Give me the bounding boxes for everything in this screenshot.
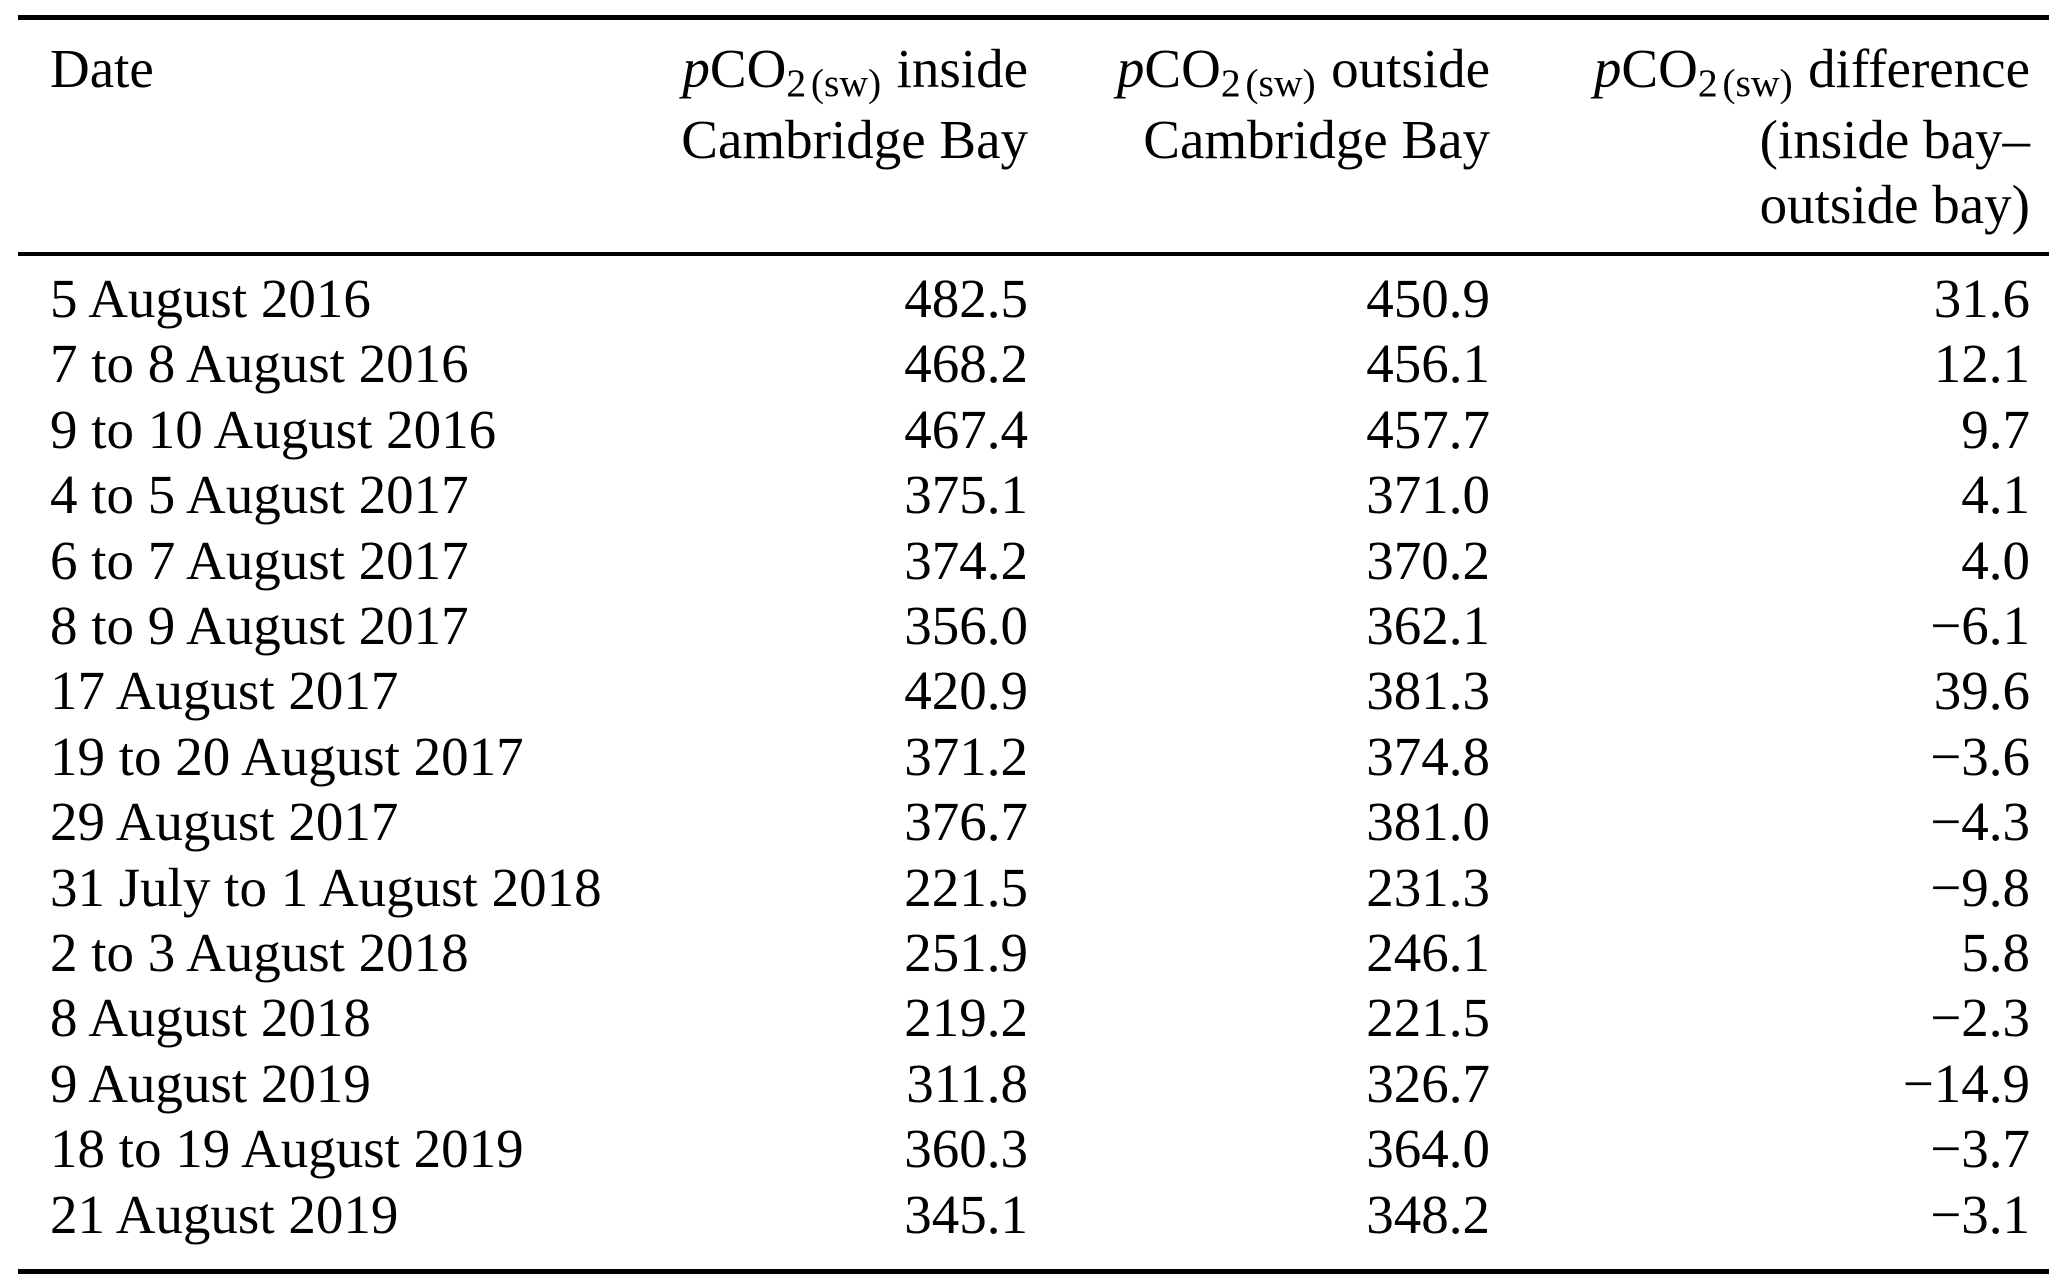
cell-outside: 362.1 — [1366, 595, 1490, 657]
cell-inside: 356.0 — [904, 595, 1028, 657]
cell-outside: 370.2 — [1366, 529, 1490, 591]
cell-difference: 9.7 — [1961, 398, 2030, 460]
cell-date: 31 July to 1 August 2018 — [50, 856, 602, 918]
outside-header-line1: pCO2 (sw) outside — [1116, 38, 1490, 105]
cell-difference: −6.1 — [1930, 595, 2030, 657]
cell-inside: 376.7 — [904, 791, 1028, 853]
cell-outside: 326.7 — [1366, 1052, 1490, 1114]
cell-date: 7 to 8 August 2016 — [50, 333, 469, 395]
cell-date: 2 to 3 August 2018 — [50, 922, 469, 984]
cell-inside: 345.1 — [904, 1183, 1028, 1245]
cell-difference: −3.1 — [1930, 1183, 2030, 1245]
cell-inside: 251.9 — [904, 922, 1028, 984]
cell-outside: 456.1 — [1366, 333, 1490, 395]
cell-difference: −2.3 — [1930, 987, 2030, 1049]
cell-difference: −3.7 — [1930, 1118, 2030, 1180]
col-header-inside: pCO2 (sw) inside Cambridge Bay — [640, 17, 1028, 256]
inside-header-line1: pCO2 (sw) inside — [682, 38, 1028, 105]
table-row: 9 August 2019 311.8 326.7 −14.9 — [18, 1051, 2049, 1116]
cell-date: 8 August 2018 — [50, 987, 371, 1049]
table-row: 31 July to 1 August 2018 221.5 231.3 −9.… — [18, 855, 2049, 920]
col-header-difference: pCO2 (sw) difference (inside bay– outside … — [1490, 17, 2049, 256]
cell-outside: 246.1 — [1366, 922, 1490, 984]
table-row: 29 August 2017 376.7 381.0 −4.3 — [18, 789, 2049, 854]
cell-difference: 4.1 — [1961, 464, 2030, 526]
date-header-label: Date — [50, 38, 154, 99]
table-row: 7 to 8 August 2016 468.2 456.1 12.1 — [18, 331, 2049, 396]
table-row: 8 August 2018 219.2 221.5 −2.3 — [18, 985, 2049, 1050]
table-row: 9 to 10 August 2016 467.4 457.7 9.7 — [18, 397, 2049, 462]
cell-outside: 364.0 — [1366, 1118, 1490, 1180]
cell-date: 17 August 2017 — [50, 660, 399, 722]
outside-header-line2: Cambridge Bay — [1143, 109, 1490, 170]
cell-outside: 374.8 — [1366, 725, 1490, 787]
cell-inside: 360.3 — [904, 1118, 1028, 1180]
cell-difference: 4.0 — [1961, 529, 2030, 591]
cell-difference: −9.8 — [1930, 856, 2030, 918]
col-header-date: Date — [18, 17, 640, 256]
cell-date: 18 to 19 August 2019 — [50, 1118, 524, 1180]
cell-outside: 348.2 — [1366, 1183, 1490, 1245]
table-row: 5 August 2016 482.5 450.9 31.6 — [18, 254, 2049, 331]
cell-date: 29 August 2017 — [50, 791, 399, 853]
table-row: 19 to 20 August 2017 371.2 374.8 −3.6 — [18, 724, 2049, 789]
cell-difference: 5.8 — [1961, 922, 2030, 984]
cell-inside: 482.5 — [904, 268, 1028, 329]
difference-header-line1: pCO2 (sw) difference — [1593, 38, 2030, 105]
cell-outside: 381.0 — [1366, 791, 1490, 853]
cell-outside: 371.0 — [1366, 464, 1490, 526]
table-row: 6 to 7 August 2017 374.2 370.2 4.0 — [18, 528, 2049, 593]
cell-difference: −4.3 — [1930, 791, 2030, 853]
table-row: 21 August 2019 345.1 348.2 −3.1 — [18, 1182, 2049, 1272]
table-row: 18 to 19 August 2019 360.3 364.0 −3.7 — [18, 1116, 2049, 1181]
cell-inside: 371.2 — [904, 725, 1028, 787]
cell-date: 9 August 2019 — [50, 1052, 371, 1114]
header-row: Date pCO2 (sw) inside Cambridge Bay pCO2 (s… — [18, 17, 2049, 256]
cell-difference: −3.6 — [1930, 725, 2030, 787]
table-row: 17 August 2017 420.9 381.3 39.6 — [18, 658, 2049, 723]
cell-inside: 374.2 — [904, 529, 1028, 591]
cell-difference: 12.1 — [1933, 333, 2030, 395]
cell-difference: 39.6 — [1933, 660, 2030, 722]
cell-outside: 457.7 — [1366, 398, 1490, 460]
cell-outside: 231.3 — [1366, 856, 1490, 918]
cell-date: 8 to 9 August 2017 — [50, 595, 469, 657]
table-row: 2 to 3 August 2018 251.9 246.1 5.8 — [18, 920, 2049, 985]
cell-date: 4 to 5 August 2017 — [50, 464, 469, 526]
cell-inside: 375.1 — [904, 464, 1028, 526]
table-row: 4 to 5 August 2017 375.1 371.0 4.1 — [18, 462, 2049, 527]
cell-inside: 219.2 — [904, 987, 1028, 1049]
cell-inside: 311.8 — [906, 1052, 1028, 1114]
cell-difference: −14.9 — [1902, 1052, 2030, 1114]
cell-inside: 468.2 — [904, 333, 1028, 395]
cell-date: 6 to 7 August 2017 — [50, 529, 469, 591]
cell-date: 9 to 10 August 2016 — [50, 398, 497, 460]
cell-date: 21 August 2019 — [50, 1183, 399, 1245]
difference-header-line3: outside bay) — [1759, 174, 2030, 235]
col-header-outside: pCO2 (sw) outside Cambridge Bay — [1028, 17, 1490, 256]
cell-inside: 420.9 — [904, 660, 1028, 722]
cell-outside: 450.9 — [1366, 268, 1490, 329]
cell-inside: 221.5 — [904, 856, 1028, 918]
difference-header-line2: (inside bay– — [1759, 109, 2030, 170]
pco2-comparison-table: Date pCO2 (sw) inside Cambridge Bay pCO2 (s… — [18, 15, 2049, 1275]
cell-outside: 221.5 — [1366, 987, 1490, 1049]
cell-date: 19 to 20 August 2017 — [50, 725, 524, 787]
cell-outside: 381.3 — [1366, 660, 1490, 722]
cell-date: 5 August 2016 — [50, 268, 371, 329]
cell-difference: 31.6 — [1933, 268, 2030, 329]
cell-inside: 467.4 — [904, 398, 1028, 460]
inside-header-line2: Cambridge Bay — [681, 109, 1028, 170]
table-row: 8 to 9 August 2017 356.0 362.1 −6.1 — [18, 593, 2049, 658]
